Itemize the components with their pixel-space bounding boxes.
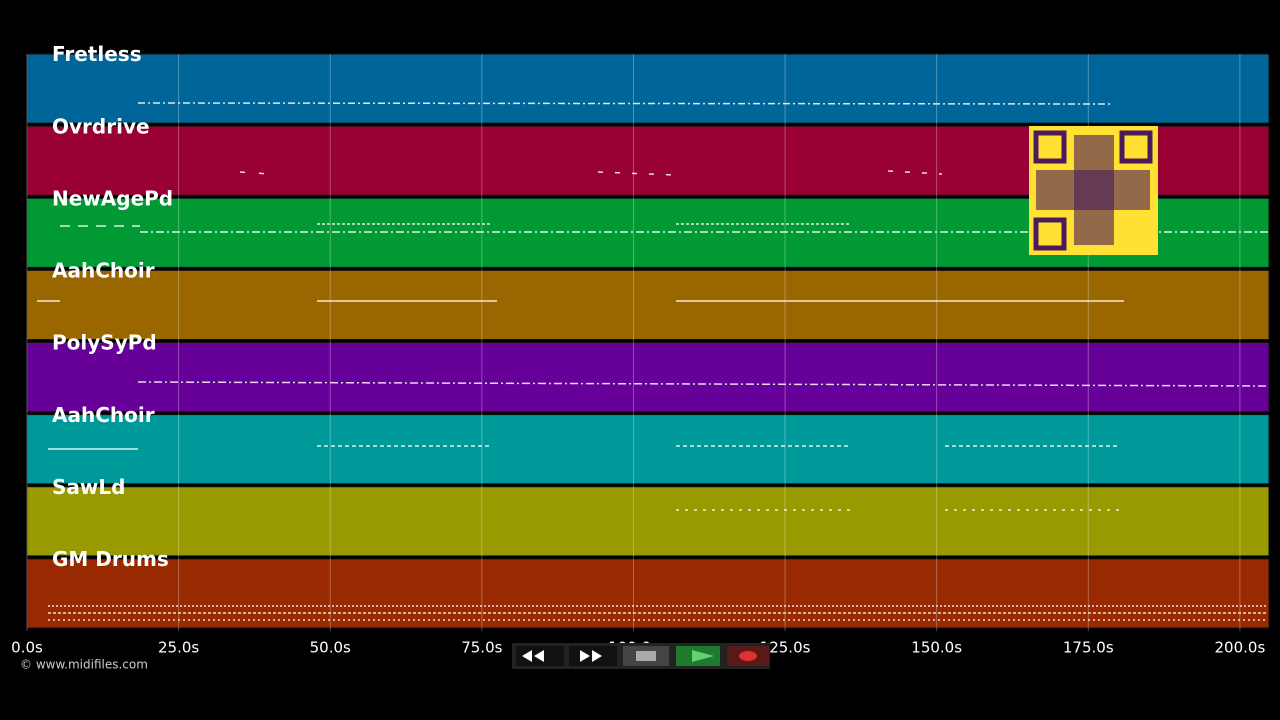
x-tick-label: 125.0s [760, 639, 811, 657]
x-tick-label: 150.0s [911, 639, 962, 657]
track-name: SawLd [52, 475, 125, 499]
qr-finder [1033, 217, 1067, 251]
x-tick-label: 25.0s [158, 639, 199, 657]
track-band [26, 269, 1270, 340]
transport-controls [512, 643, 770, 669]
play-icon[interactable] [692, 650, 714, 662]
rewind-button[interactable] [516, 646, 564, 666]
time-grid [26, 54, 1241, 631]
track-band [26, 53, 1270, 124]
qr-finder [1119, 130, 1153, 164]
copyright: © www.midifiles.com [20, 658, 148, 672]
track-name: NewAgePd [52, 186, 173, 210]
track-name: Fretless [52, 42, 142, 66]
track-name: PolySyPd [52, 331, 157, 355]
track-name: AahChoir [52, 259, 155, 283]
record-icon[interactable] [739, 651, 757, 661]
x-tick-label: 0.0s [11, 639, 43, 657]
notes [37, 102, 1269, 621]
x-tick-label: 200.0s [1215, 639, 1266, 657]
qr-modules [1036, 170, 1150, 210]
stop-button[interactable] [623, 646, 669, 666]
qr-finder [1033, 130, 1067, 164]
play-button[interactable] [676, 646, 720, 666]
note-run [137, 102, 1114, 105]
x-tick-label: 50.0s [310, 639, 351, 657]
forward-button[interactable] [569, 646, 617, 666]
qr-code [1029, 126, 1158, 255]
track-band [26, 558, 1270, 629]
track-name: GM Drums [52, 547, 169, 571]
x-tick-label: 175.0s [1063, 639, 1114, 657]
stop-icon[interactable] [636, 651, 656, 661]
labels: Fretless Ovrdrive NewAgePd AahChoir PolySyPd… [11, 42, 1265, 656]
rewind-icon[interactable] [522, 650, 544, 662]
track-name: Ovrdrive [52, 114, 150, 138]
x-tick-label: 75.0s [461, 639, 502, 657]
track-name: AahChoir [52, 403, 155, 427]
forward-icon[interactable] [580, 650, 602, 662]
record-button[interactable] [727, 646, 769, 666]
track-band [26, 342, 1270, 413]
note-run [137, 381, 1269, 387]
track-band [26, 414, 1270, 485]
track-band [26, 486, 1270, 557]
note-run [597, 171, 676, 176]
